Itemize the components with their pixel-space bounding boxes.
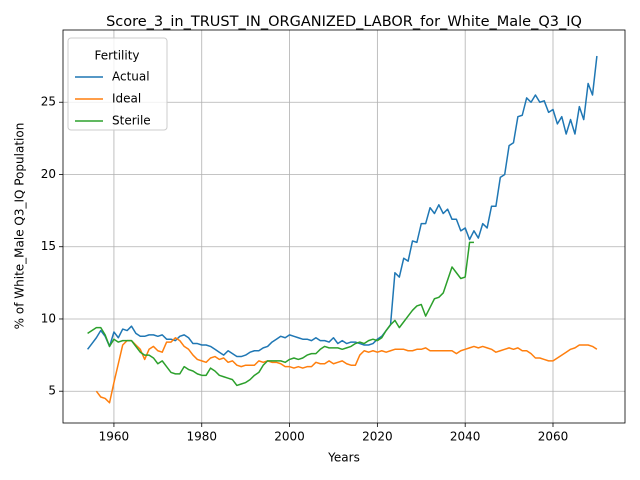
legend-title: Fertility [94, 49, 139, 63]
legend-label: Actual [112, 70, 150, 84]
x-tick-label: 2040 [450, 430, 481, 444]
y-tick-label: 20 [41, 167, 56, 181]
y-tick-label: 5 [48, 384, 56, 398]
legend-label: Sterile [112, 114, 151, 128]
chart-title: Score_3_in_TRUST_IN_ORGANIZED_LABOR_for_… [106, 14, 582, 30]
x-tick-label: 2060 [538, 430, 569, 444]
x-axis-label: Years [327, 451, 360, 465]
x-tick-label: 1960 [99, 430, 130, 444]
plot-frame [62, 29, 626, 424]
legend: Fertility Actual Ideal Sterile [67, 37, 168, 131]
x-tick-label: 2000 [274, 430, 305, 444]
legend-label: Ideal [112, 92, 141, 106]
series-line [95, 337, 598, 404]
x-tick-label: 1980 [186, 430, 217, 444]
y-tick-label: 25 [41, 95, 56, 109]
y-tick-label: 15 [41, 239, 56, 253]
legend-box [67, 37, 168, 131]
x-tick-label: 2020 [362, 430, 393, 444]
series-line [87, 241, 474, 387]
y-tick-label: 10 [41, 311, 56, 325]
y-axis-label: % of White_Male Q3_IQ Population [13, 123, 27, 330]
